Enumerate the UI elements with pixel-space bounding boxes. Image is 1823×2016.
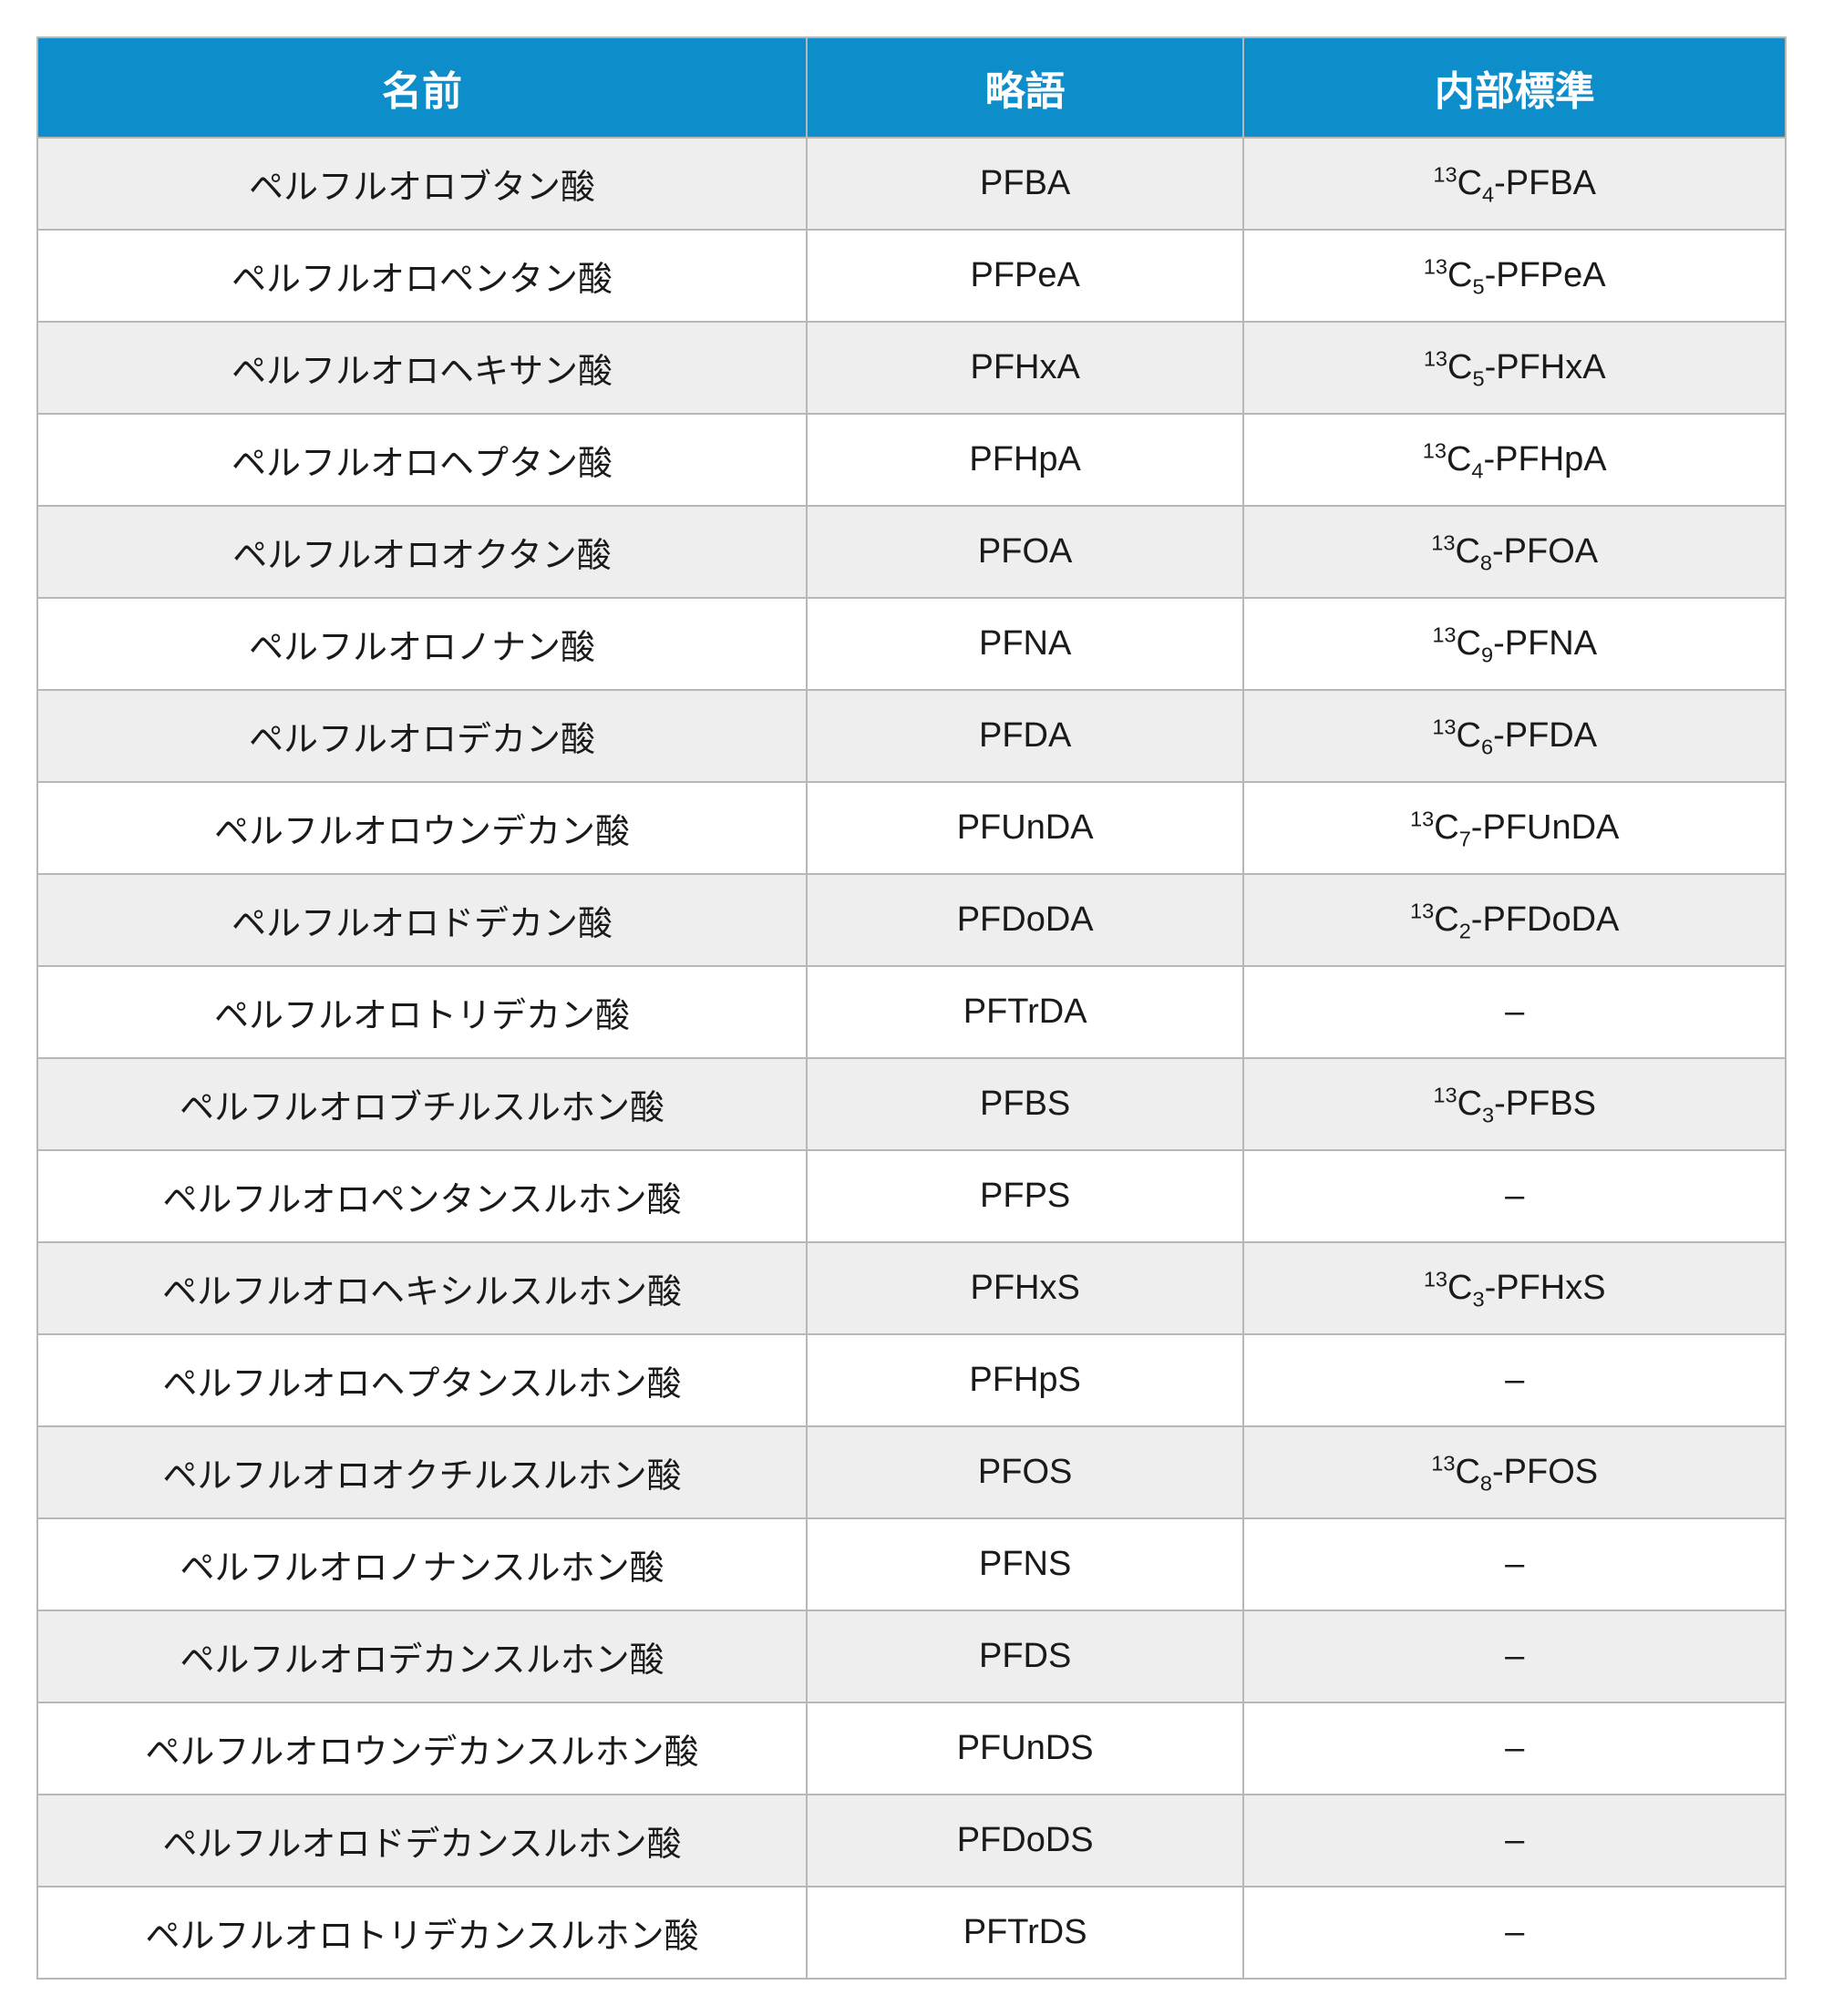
cell-abbr: PFPeA xyxy=(807,230,1244,322)
cell-abbr: PFDA xyxy=(807,690,1244,782)
cell-std: 13C3-PFHxS xyxy=(1243,1242,1786,1334)
col-header-std: 内部標準 xyxy=(1243,37,1786,138)
table-row: ペルフルオロデカン酸PFDA13C6-PFDA xyxy=(37,690,1786,782)
cell-std: 13C6-PFDA xyxy=(1243,690,1786,782)
cell-std: 13C8-PFOS xyxy=(1243,1426,1786,1518)
cell-std: – xyxy=(1243,1610,1786,1702)
cell-abbr: PFDoDS xyxy=(807,1795,1244,1887)
table-row: ペルフルオロヘキサン酸PFHxA13C5-PFHxA xyxy=(37,322,1786,414)
cell-abbr: PFDS xyxy=(807,1610,1244,1702)
cell-abbr: PFBA xyxy=(807,138,1244,230)
cell-name: ペルフルオロブタン酸 xyxy=(37,138,807,230)
cell-name: ペルフルオロデカンスルホン酸 xyxy=(37,1610,807,1702)
cell-name: ペルフルオロオクチルスルホン酸 xyxy=(37,1426,807,1518)
cell-std: 13C4-PFHpA xyxy=(1243,414,1786,506)
table-row: ペルフルオロペンタンスルホン酸PFPS– xyxy=(37,1150,1786,1242)
cell-abbr: PFDoDA xyxy=(807,874,1244,966)
table-row: ペルフルオロトリデカン酸PFTrDA– xyxy=(37,966,1786,1058)
cell-name: ペルフルオロヘキシルスルホン酸 xyxy=(37,1242,807,1334)
cell-abbr: PFHpS xyxy=(807,1334,1244,1426)
table-body: ペルフルオロブタン酸PFBA13C4-PFBAペルフルオロペンタン酸PFPeA1… xyxy=(37,138,1786,1979)
cell-name: ペルフルオロブチルスルホン酸 xyxy=(37,1058,807,1150)
pfas-table: 名前 略語 内部標準 ペルフルオロブタン酸PFBA13C4-PFBAペルフルオロ… xyxy=(36,36,1787,1980)
cell-abbr: PFHpA xyxy=(807,414,1244,506)
cell-std: – xyxy=(1243,966,1786,1058)
cell-name: ペルフルオロヘキサン酸 xyxy=(37,322,807,414)
table-row: ペルフルオロトリデカンスルホン酸PFTrDS– xyxy=(37,1887,1786,1979)
cell-abbr: PFTrDA xyxy=(807,966,1244,1058)
cell-abbr: PFBS xyxy=(807,1058,1244,1150)
table-row: ペルフルオロブタン酸PFBA13C4-PFBA xyxy=(37,138,1786,230)
cell-std: 13C9-PFNA xyxy=(1243,598,1786,690)
table-row: ペルフルオロペンタン酸PFPeA13C5-PFPeA xyxy=(37,230,1786,322)
cell-name: ペルフルオロトリデカン酸 xyxy=(37,966,807,1058)
cell-std: – xyxy=(1243,1518,1786,1610)
table-row: ペルフルオロオクチルスルホン酸PFOS13C8-PFOS xyxy=(37,1426,1786,1518)
cell-std: – xyxy=(1243,1334,1786,1426)
cell-std: 13C8-PFOA xyxy=(1243,506,1786,598)
cell-std: 13C3-PFBS xyxy=(1243,1058,1786,1150)
table-row: ペルフルオロブチルスルホン酸PFBS13C3-PFBS xyxy=(37,1058,1786,1150)
cell-name: ペルフルオロオクタン酸 xyxy=(37,506,807,598)
cell-std: – xyxy=(1243,1150,1786,1242)
cell-abbr: PFHxA xyxy=(807,322,1244,414)
table-row: ペルフルオロノナン酸PFNA13C9-PFNA xyxy=(37,598,1786,690)
table-row: ペルフルオロヘプタン酸PFHpA13C4-PFHpA xyxy=(37,414,1786,506)
cell-std: – xyxy=(1243,1887,1786,1979)
table-row: ペルフルオロヘキシルスルホン酸PFHxS13C3-PFHxS xyxy=(37,1242,1786,1334)
table-row: ペルフルオロヘプタンスルホン酸PFHpS– xyxy=(37,1334,1786,1426)
cell-name: ペルフルオロウンデカン酸 xyxy=(37,782,807,874)
cell-abbr: PFNS xyxy=(807,1518,1244,1610)
table-header: 名前 略語 内部標準 xyxy=(37,37,1786,138)
cell-abbr: PFNA xyxy=(807,598,1244,690)
cell-name: ペルフルオロドデカン酸 xyxy=(37,874,807,966)
col-header-name: 名前 xyxy=(37,37,807,138)
cell-std: 13C5-PFPeA xyxy=(1243,230,1786,322)
cell-name: ペルフルオロデカン酸 xyxy=(37,690,807,782)
cell-std: 13C4-PFBA xyxy=(1243,138,1786,230)
table-row: ペルフルオロデカンスルホン酸PFDS– xyxy=(37,1610,1786,1702)
table-row: ペルフルオロノナンスルホン酸PFNS– xyxy=(37,1518,1786,1610)
table-row: ペルフルオロウンデカン酸PFUnDA13C7-PFUnDA xyxy=(37,782,1786,874)
cell-abbr: PFTrDS xyxy=(807,1887,1244,1979)
cell-name: ペルフルオロヘプタン酸 xyxy=(37,414,807,506)
cell-name: ペルフルオロペンタン酸 xyxy=(37,230,807,322)
cell-name: ペルフルオロノナン酸 xyxy=(37,598,807,690)
cell-abbr: PFHxS xyxy=(807,1242,1244,1334)
cell-std: 13C2-PFDoDA xyxy=(1243,874,1786,966)
cell-std: 13C7-PFUnDA xyxy=(1243,782,1786,874)
table-row: ペルフルオロオクタン酸PFOA13C8-PFOA xyxy=(37,506,1786,598)
table-row: ペルフルオロドデカンスルホン酸PFDoDS– xyxy=(37,1795,1786,1887)
cell-abbr: PFUnDA xyxy=(807,782,1244,874)
cell-name: ペルフルオロドデカンスルホン酸 xyxy=(37,1795,807,1887)
cell-name: ペルフルオロトリデカンスルホン酸 xyxy=(37,1887,807,1979)
cell-std: – xyxy=(1243,1795,1786,1887)
cell-std: 13C5-PFHxA xyxy=(1243,322,1786,414)
cell-abbr: PFOS xyxy=(807,1426,1244,1518)
cell-name: ペルフルオロペンタンスルホン酸 xyxy=(37,1150,807,1242)
cell-name: ペルフルオロノナンスルホン酸 xyxy=(37,1518,807,1610)
cell-abbr: PFOA xyxy=(807,506,1244,598)
col-header-abbr: 略語 xyxy=(807,37,1244,138)
table-row: ペルフルオロドデカン酸PFDoDA13C2-PFDoDA xyxy=(37,874,1786,966)
cell-name: ペルフルオロヘプタンスルホン酸 xyxy=(37,1334,807,1426)
cell-abbr: PFPS xyxy=(807,1150,1244,1242)
